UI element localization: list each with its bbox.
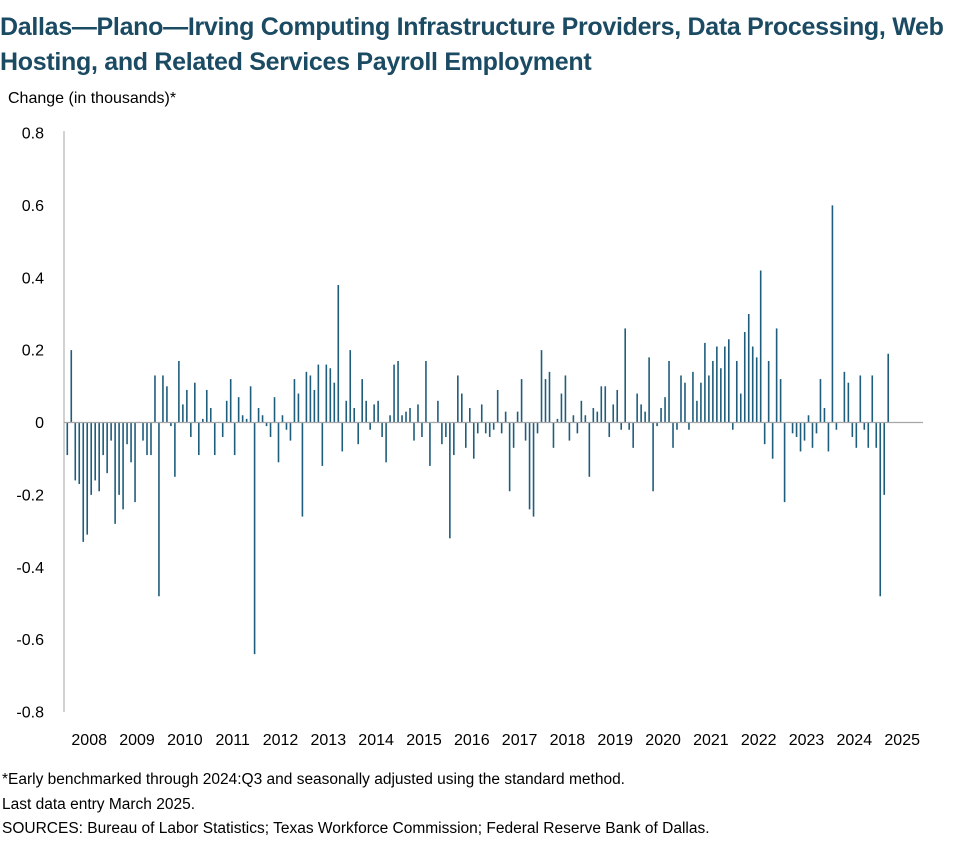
x-tick-label: 2008: [71, 732, 107, 749]
x-tick-label: 2025: [884, 732, 920, 749]
x-tick-label: 2010: [167, 732, 203, 749]
x-tick-label: 2015: [406, 732, 442, 749]
x-tick-label: 2023: [789, 732, 825, 749]
x-tick-label: 2016: [454, 732, 490, 749]
x-tick-label: 2012: [263, 732, 299, 749]
x-tick-label: 2022: [741, 732, 777, 749]
y-tick-label: 0.4: [22, 270, 44, 287]
x-tick-label: 2013: [311, 732, 347, 749]
y-tick-label: 0: [35, 415, 44, 432]
x-tick-label: 2020: [645, 732, 681, 749]
footnote-last-entry: Last data entry March 2025.: [2, 795, 196, 813]
x-tick-label: 2021: [693, 732, 729, 749]
y-tick-label: -0.2: [16, 487, 44, 504]
x-tick-label: 2014: [358, 732, 394, 749]
footnote-sources: SOURCES: Bureau of Labor Statistics; Tex…: [2, 820, 710, 837]
x-tick-label: 2011: [215, 732, 250, 749]
y-tick-label: 0.2: [22, 343, 44, 360]
x-tick-label: 2017: [502, 732, 538, 749]
y-tick-label: -0.4: [16, 560, 44, 577]
y-axis-label: Change (in thousands)*: [8, 90, 177, 107]
y-tick-label: 0.8: [22, 126, 44, 143]
y-tick-label: 0.6: [22, 198, 44, 215]
x-tick-label: 2009: [119, 732, 155, 749]
y-tick-label: -0.8: [16, 705, 44, 722]
x-tick-label: 2018: [550, 732, 586, 749]
footnotes: *Early benchmarked through 2024:Q3 and s…: [2, 768, 710, 842]
chart-title: Dallas—Plano—Irving Computing Infrastruc…: [0, 13, 944, 76]
y-tick-label: -0.6: [16, 632, 44, 649]
x-tick-label: 2019: [597, 732, 633, 749]
x-tick-label: 2024: [837, 732, 873, 749]
footnote-method: *Early benchmarked through 2024:Q3 and s…: [2, 771, 625, 788]
